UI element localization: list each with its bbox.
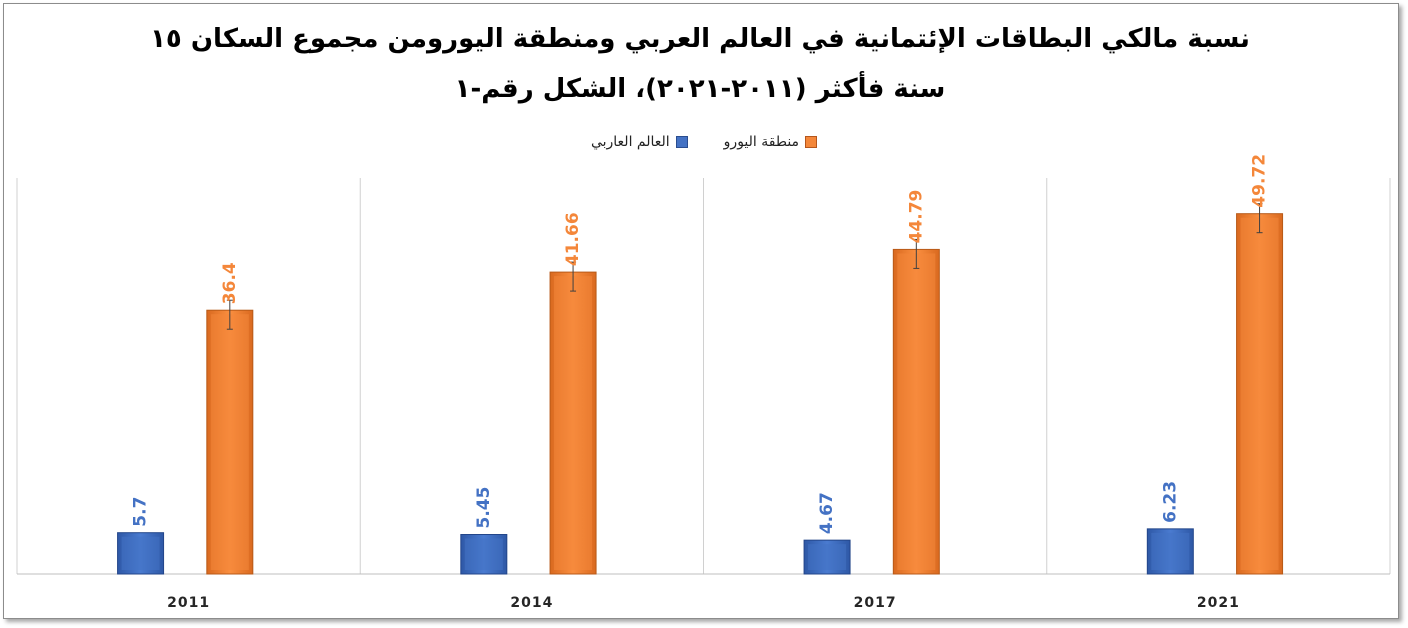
legend-item-arab-world: العالم العاربي (591, 134, 688, 150)
bar-bevel-euro-area-2011 (210, 314, 249, 570)
data-label-arab-world-2011: 5.7 (131, 497, 151, 527)
data-label-euro-area-2014: 41.66 (563, 212, 583, 266)
data-label-arab-world-2021: 6.23 (1160, 481, 1180, 523)
bar-bevel-arab-world-2011 (121, 536, 160, 570)
data-label-euro-area-2021: 49.72 (1250, 154, 1270, 208)
x-tick-label-2021: 2021 (1197, 595, 1240, 611)
chart-title: نسبة مالكي البطاقات الإئتمانية في العالم… (150, 24, 1250, 104)
legend-label-euro-area: منطقة اليورو (723, 134, 800, 150)
bar-bevel-euro-area-2021 (1240, 217, 1279, 571)
x-tick-label-2017: 2017 (854, 595, 897, 611)
legend-item-euro-area: منطقة اليورو (723, 134, 818, 150)
bar-bevel-euro-area-2017 (897, 253, 936, 570)
bar-bevel-arab-world-2021 (1151, 532, 1190, 570)
legend-swatch-arab-world (675, 136, 688, 148)
x-tick-label-2014: 2014 (510, 595, 553, 611)
data-label-arab-world-2017: 4.67 (817, 492, 837, 534)
chart-legend: منطقة اليورو العالم العاربي (0, 134, 1408, 150)
data-label-arab-world-2014: 5.45 (474, 487, 494, 529)
data-label-euro-area-2011: 36.4 (220, 262, 240, 304)
x-tick-label-2011: 2011 (167, 595, 210, 611)
bar-bevel-arab-world-2017 (808, 544, 847, 570)
bar-bevel-arab-world-2014 (464, 538, 503, 570)
legend-label-arab-world: العالم العاربي (590, 134, 670, 150)
data-label-euro-area-2017: 44.79 (906, 190, 926, 244)
bar-bevel-euro-area-2014 (554, 276, 593, 570)
legend-swatch-euro-area (805, 136, 818, 148)
